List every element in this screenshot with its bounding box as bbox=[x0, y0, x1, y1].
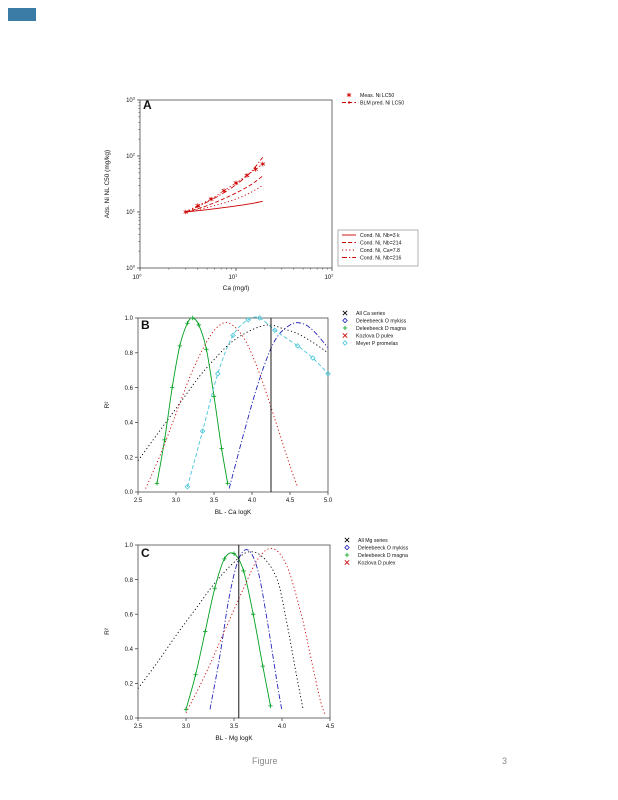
svg-text:0.8: 0.8 bbox=[125, 578, 134, 584]
svg-text:101: 101 bbox=[229, 273, 239, 282]
svg-text:All Ca series: All Ca series bbox=[356, 311, 386, 317]
svg-text:5.0: 5.0 bbox=[324, 498, 333, 504]
svg-text:Cond. Ni, Nb=216: Cond. Ni, Nb=216 bbox=[360, 255, 401, 261]
panel-c-chart: 2.5 3.0 3.5 4.0 4.5 0.0 0.2 0.4 0.6 0.8 1.0 BL - Mg… bbox=[95, 532, 440, 752]
panel-a-label: A bbox=[143, 98, 152, 112]
page-number: 3 bbox=[502, 756, 508, 766]
svg-text:Ads. Ni NL C50 (mg/kg): Ads. Ni NL C50 (mg/kg) bbox=[104, 150, 111, 218]
svg-text:Deleebeeck D magna: Deleebeeck D magna bbox=[356, 326, 406, 332]
svg-text:Cond. Ni, Nb=214: Cond. Ni, Nb=214 bbox=[360, 240, 401, 246]
svg-text:2.5: 2.5 bbox=[134, 498, 143, 504]
svg-text:0.6: 0.6 bbox=[125, 612, 134, 618]
svg-text:3.0: 3.0 bbox=[172, 498, 181, 504]
figure-caption: Figure bbox=[252, 756, 278, 766]
svg-text:R²: R² bbox=[104, 627, 111, 635]
svg-text:4.0: 4.0 bbox=[248, 498, 257, 504]
ui-artifact-swatch bbox=[8, 8, 36, 21]
svg-text:0.0: 0.0 bbox=[125, 490, 134, 496]
svg-text:3.5: 3.5 bbox=[230, 724, 239, 730]
svg-text:4.0: 4.0 bbox=[278, 724, 287, 730]
svg-text:0.4: 0.4 bbox=[125, 421, 134, 427]
svg-text:Kozlova D pulex: Kozlova D pulex bbox=[358, 560, 396, 566]
svg-text:BL - Ca logK: BL - Ca logK bbox=[215, 509, 252, 516]
svg-text:103: 103 bbox=[126, 96, 136, 105]
svg-text:100: 100 bbox=[133, 273, 143, 282]
svg-text:1.0: 1.0 bbox=[125, 543, 134, 549]
panel-b-chart: 2.5 3.0 3.5 4.0 4.5 5.0 0.0 0.2 0.4 0.6 0.8 1.0 BL -… bbox=[95, 305, 440, 525]
svg-text:4.5: 4.5 bbox=[326, 724, 335, 730]
svg-text:3.5: 3.5 bbox=[210, 498, 219, 504]
svg-text:3.0: 3.0 bbox=[182, 724, 191, 730]
svg-text:0.2: 0.2 bbox=[125, 455, 134, 461]
panel-a-chart: 100 101 102 100 101 102 103 Ca (mg/l) Ads. Ni NL… bbox=[95, 88, 440, 302]
svg-text:0.0: 0.0 bbox=[125, 716, 134, 722]
svg-text:Ca (mg/l): Ca (mg/l) bbox=[223, 285, 250, 292]
svg-text:Meyer P promelas: Meyer P promelas bbox=[356, 341, 398, 347]
svg-text:BLM pred. Ni LC50: BLM pred. Ni LC50 bbox=[360, 100, 404, 106]
svg-text:Deleebeeck O mykiss: Deleebeeck O mykiss bbox=[358, 545, 409, 551]
svg-text:BL - Mg logK: BL - Mg logK bbox=[215, 735, 253, 742]
svg-text:1.0: 1.0 bbox=[125, 316, 134, 322]
svg-text:2.5: 2.5 bbox=[134, 724, 143, 730]
svg-text:Deleebeeck O mykiss: Deleebeeck O mykiss bbox=[356, 318, 407, 324]
svg-text:Cond. Ni, Nb=3 k: Cond. Ni, Nb=3 k bbox=[360, 233, 400, 239]
svg-text:101: 101 bbox=[126, 208, 136, 217]
svg-text:R²: R² bbox=[104, 401, 111, 409]
svg-text:0.8: 0.8 bbox=[125, 351, 134, 357]
svg-text:100: 100 bbox=[126, 264, 136, 273]
panel-c-label: C bbox=[141, 546, 150, 560]
svg-text:0.2: 0.2 bbox=[125, 682, 134, 688]
panel-b-label: B bbox=[141, 318, 150, 332]
svg-text:All Mg series: All Mg series bbox=[358, 538, 388, 544]
svg-text:102: 102 bbox=[126, 152, 136, 161]
panel-c-svg: 2.5 3.0 3.5 4.0 4.5 0.0 0.2 0.4 0.6 0.8 1.0 BL - Mg… bbox=[104, 537, 409, 742]
svg-text:Cond. Ni, Ca=7.8: Cond. Ni, Ca=7.8 bbox=[360, 248, 400, 254]
svg-text:Meas. Ni LC50: Meas. Ni LC50 bbox=[360, 93, 394, 99]
svg-text:4.5: 4.5 bbox=[286, 498, 295, 504]
panel-a-svg: 100 101 102 100 101 102 103 Ca (mg/l) Ads. Ni NL… bbox=[104, 92, 419, 292]
panel-b-svg: 2.5 3.0 3.5 4.0 4.5 5.0 0.0 0.2 0.4 0.6 0.8 1.0 BL -… bbox=[104, 310, 407, 516]
svg-text:Kozlova D pulex: Kozlova D pulex bbox=[356, 333, 394, 339]
svg-text:0.4: 0.4 bbox=[125, 647, 134, 653]
svg-text:0.6: 0.6 bbox=[125, 386, 134, 392]
svg-text:Deleebeeck D magna: Deleebeeck D magna bbox=[358, 553, 408, 559]
svg-text:102: 102 bbox=[325, 273, 335, 282]
